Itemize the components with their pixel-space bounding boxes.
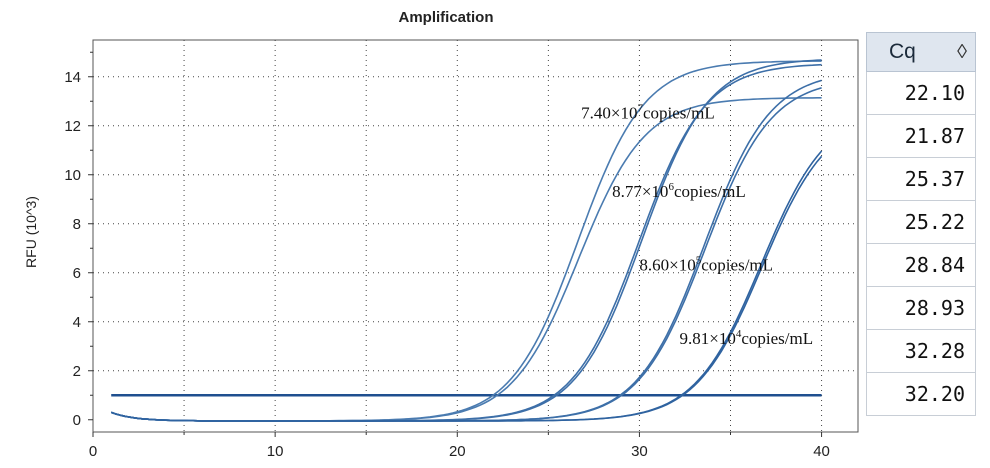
cq-table: Cq ◊ 22.10 21.87 25.37 25.22 28.84 28.93… bbox=[866, 32, 976, 416]
cq-value: 25.22 bbox=[904, 210, 965, 234]
concentration-label: 7.40×107copies/mL bbox=[581, 102, 715, 122]
y-tick-label: 12 bbox=[64, 118, 81, 135]
cq-value: 21.87 bbox=[904, 124, 965, 148]
concentration-label: 8.77×106copies/mL bbox=[612, 181, 746, 201]
y-tick-label: 2 bbox=[73, 363, 81, 380]
cq-row[interactable]: 25.22 bbox=[866, 201, 976, 244]
cq-row[interactable]: 21.87 bbox=[866, 115, 976, 158]
cq-value: 32.20 bbox=[904, 382, 965, 406]
y-tick-label: 10 bbox=[64, 167, 81, 184]
y-tick-label: 4 bbox=[73, 314, 81, 331]
y-axis-label: RFU (10^3) bbox=[23, 196, 39, 268]
amplification-curve bbox=[110, 155, 823, 422]
sort-icon[interactable]: ◊ bbox=[957, 40, 967, 63]
cq-row[interactable]: 32.28 bbox=[866, 330, 976, 373]
concentration-unit: copies/mL bbox=[741, 329, 813, 348]
concentration-base: 7.40×10 bbox=[581, 103, 637, 122]
concentration-exponent: 4 bbox=[736, 328, 742, 340]
concentration-unit: copies/mL bbox=[701, 255, 773, 274]
y-tick-label: 0 bbox=[73, 412, 81, 429]
axis-layer: 0 10 20 30 40 0 2 4 6 8 10 12 14 bbox=[64, 51, 830, 460]
plot-area-frame bbox=[92, 39, 859, 433]
cq-value: 32.28 bbox=[904, 339, 965, 363]
cq-value: 28.93 bbox=[904, 296, 965, 320]
grid-layer bbox=[93, 40, 858, 432]
y-tick-label: 8 bbox=[73, 216, 81, 233]
x-tick-label: 30 bbox=[631, 443, 648, 460]
amplification-chart: Amplification RFU (10^3) 0 10 20 30 40 0 2 4 6 8 1… bbox=[23, 9, 859, 460]
x-tick-label: 10 bbox=[267, 443, 284, 460]
cq-column-header[interactable]: Cq ◊ bbox=[866, 32, 976, 72]
cq-value: 22.10 bbox=[904, 81, 965, 105]
cq-header-label: Cq bbox=[889, 40, 916, 63]
cq-value: 28.84 bbox=[904, 253, 965, 277]
concentration-unit: copies/mL bbox=[674, 182, 746, 201]
chart-title: Amplification bbox=[398, 9, 493, 26]
concentration-base: 8.60×10 bbox=[639, 255, 695, 274]
y-tick-label: 14 bbox=[64, 69, 81, 86]
concentration-base: 8.77×10 bbox=[612, 182, 668, 201]
concentration-label: 9.81×104copies/mL bbox=[680, 328, 814, 348]
x-tick-label: 20 bbox=[449, 443, 466, 460]
series-layer bbox=[110, 59, 823, 422]
concentration-unit: copies/mL bbox=[643, 103, 715, 122]
x-tick-label: 0 bbox=[89, 443, 97, 460]
concentration-exponent: 7 bbox=[637, 102, 643, 114]
cq-value: 25.37 bbox=[904, 167, 965, 191]
cq-row[interactable]: 28.84 bbox=[866, 244, 976, 287]
concentration-exponent: 6 bbox=[668, 181, 674, 193]
annotation-layer: 7.40×107copies/mL8.77×106copies/mL8.60×1… bbox=[581, 102, 813, 347]
cq-row[interactable]: 32.20 bbox=[866, 373, 976, 416]
y-tick-label: 6 bbox=[73, 265, 81, 282]
concentration-label: 8.60×105copies/mL bbox=[639, 254, 773, 274]
cq-row[interactable]: 28.93 bbox=[866, 287, 976, 330]
cq-row[interactable]: 25.37 bbox=[866, 158, 976, 201]
cq-row[interactable]: 22.10 bbox=[866, 72, 976, 115]
concentration-base: 9.81×10 bbox=[680, 329, 736, 348]
concentration-exponent: 5 bbox=[696, 254, 702, 266]
x-tick-label: 40 bbox=[813, 443, 830, 460]
